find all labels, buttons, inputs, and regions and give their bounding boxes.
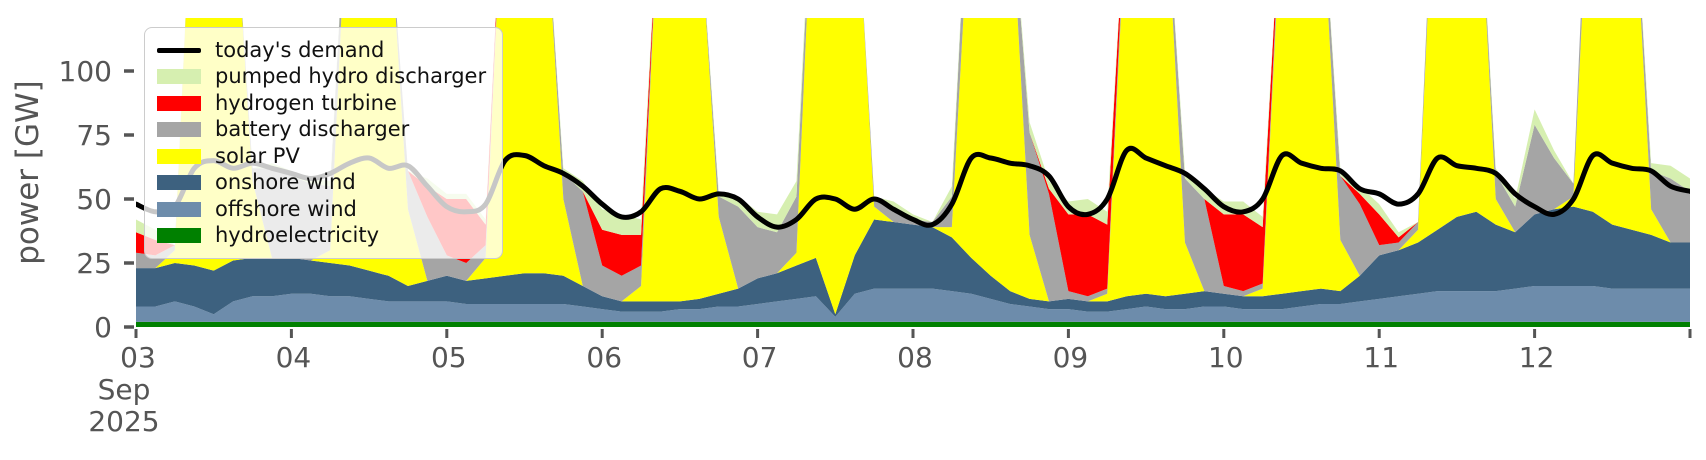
legend-label: hydrogen turbine [215, 90, 397, 115]
x-tick-label: 04 [276, 341, 312, 374]
area-solar-pv [136, 18, 1690, 315]
hydroelectricity-swatch [157, 228, 201, 244]
area-hydroelectricity [136, 321, 1690, 327]
y-tick-label: 50 [76, 183, 112, 216]
x-tick-label: 03 [120, 341, 156, 374]
legend-label: offshore wind [215, 196, 357, 221]
x-tick-label: 12 [1519, 341, 1555, 374]
today-s-demand-swatch [157, 47, 201, 53]
pumped-hydro-discharger-swatch [157, 69, 201, 85]
legend-label: battery discharger [215, 117, 410, 142]
y-tick-label: 25 [76, 247, 112, 280]
x-tick-label: 05 [431, 341, 467, 374]
x-tick-label: 11 [1363, 341, 1399, 374]
legend-item-battery-discharger: battery discharger [157, 117, 486, 144]
offshore-wind-swatch [157, 201, 201, 217]
legend-item-offshore-wind: offshore wind [157, 196, 486, 223]
legend-label: pumped hydro discharger [215, 64, 487, 89]
legend-item-pumped-hydro-discharger: pumped hydro discharger [157, 64, 486, 91]
onshore-wind-swatch [157, 175, 201, 191]
y-tick-label: 100 [59, 55, 112, 88]
legend-item-solar-pv: solar PV [157, 143, 486, 170]
x-axis-month-label: Sep [98, 373, 151, 406]
legend-label: solar PV [215, 143, 300, 168]
legend-label: hydroelectricity [215, 223, 380, 248]
battery-discharger-swatch [157, 122, 201, 138]
y-tick-label: 75 [76, 119, 112, 152]
legend-label: onshore wind [215, 170, 356, 195]
legend-label: today's demand [215, 37, 385, 62]
x-axis-year-label: 2025 [88, 405, 159, 438]
y-axis-label: power [GW] [10, 80, 46, 265]
y-tick-label: 0 [94, 311, 112, 344]
solar-pv-swatch [157, 148, 201, 164]
area-onshore-wind [136, 206, 1690, 317]
legend-item-hydroelectricity: hydroelectricity [157, 223, 486, 250]
x-tick-label: 09 [1053, 341, 1089, 374]
area-offshore-wind [136, 286, 1690, 322]
x-tick-label: 10 [1208, 341, 1244, 374]
legend-item-today-s-demand: today's demand [157, 37, 486, 64]
legend-item-hydrogen-turbine: hydrogen turbine [157, 90, 486, 117]
stacked-areas [136, 18, 1690, 327]
hydrogen-turbine-swatch [157, 95, 201, 111]
x-tick-label: 07 [742, 341, 778, 374]
x-tick-label: 06 [586, 341, 622, 374]
legend-item-onshore-wind: onshore wind [157, 170, 486, 197]
x-tick-label: 08 [897, 341, 933, 374]
legend: today's demand pumped hydro discharger hyd… [144, 27, 504, 259]
